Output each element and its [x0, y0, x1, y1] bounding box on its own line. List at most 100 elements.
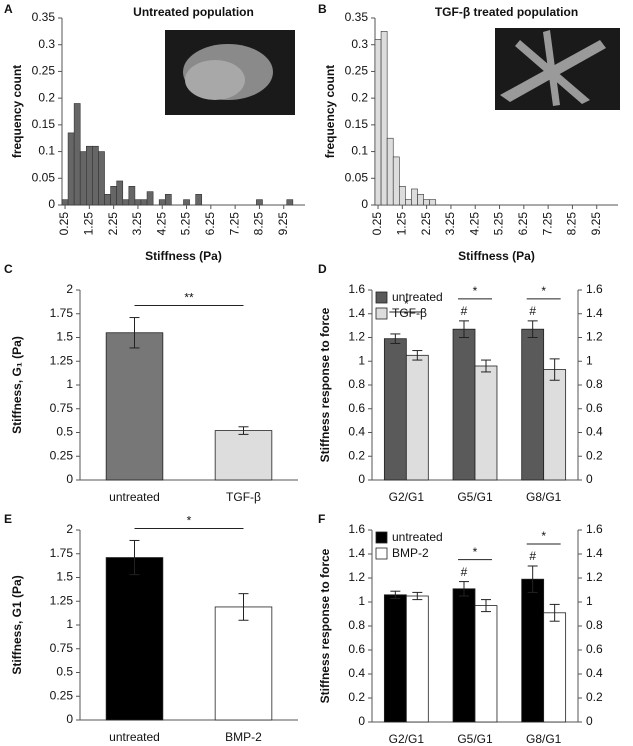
y2-tick-label: 0.4 [586, 666, 603, 680]
x-tick-label: 7.25 [227, 212, 241, 236]
bar [521, 328, 545, 481]
legend-label: untreated [392, 290, 443, 304]
panel-label: E [4, 512, 12, 526]
y-tick-label: 0.2 [351, 90, 368, 104]
y2-tick-label: 0.8 [586, 618, 603, 632]
y-tick-label: 0.5 [56, 425, 73, 439]
y2-tick-label: 0 [586, 714, 593, 728]
y-tick-label: 0.4 [348, 425, 365, 439]
y-tick-label: 2 [66, 282, 73, 296]
y2-tick-label: 1 [586, 594, 593, 608]
x-tick-label: untreated [109, 490, 160, 504]
y-axis-label: Stiffness, G₁ (Pa) [10, 336, 24, 434]
bar [214, 606, 273, 721]
legend-label: BMP-2 [392, 546, 429, 560]
y-tick-label: 0.2 [348, 448, 365, 462]
x-tick-label: 9.25 [589, 212, 603, 236]
x-tick-label: G8/G1 [526, 490, 562, 504]
bar [383, 594, 407, 723]
x-tick-label: 0.25 [370, 212, 384, 236]
bar [474, 365, 498, 481]
micrograph-inset [165, 28, 620, 115]
y-tick-label: 1 [66, 377, 73, 391]
y-tick-label: 0.15 [345, 117, 369, 131]
y-tick-label: 1.2 [348, 330, 365, 344]
y-tick-label: 1.75 [50, 546, 74, 560]
x-tick-label: 8.25 [252, 212, 266, 236]
y-tick-label: 0.25 [345, 64, 369, 78]
y-tick-label: 0.75 [50, 641, 74, 655]
x-tick-label: 6.25 [516, 212, 530, 236]
histogram-bar [92, 145, 99, 206]
y2-tick-label: 0.2 [586, 690, 603, 704]
y-tick-label: 0 [48, 197, 55, 211]
y-tick-label: 1.25 [50, 593, 74, 607]
y2-tick-label: 1.2 [586, 570, 603, 584]
marker-label: # [529, 549, 536, 563]
bar [543, 612, 567, 723]
y-tick-label: 0 [358, 472, 365, 486]
y-tick-label: 0 [66, 712, 73, 726]
histogram-bar [67, 132, 75, 206]
significance-label: * [473, 284, 478, 298]
y-tick-label: 0.8 [348, 377, 365, 391]
histogram-bar [86, 145, 93, 206]
y-tick-label: 0.1 [351, 144, 368, 158]
y2-tick-label: 1.6 [586, 282, 603, 296]
x-tick-label: 7.25 [540, 212, 554, 236]
legend-swatch [375, 547, 388, 560]
y-tick-label: 0.6 [348, 642, 365, 656]
bar [521, 578, 545, 723]
histogram-bar [405, 199, 412, 206]
y-tick-label: 0 [358, 714, 365, 728]
x-tick-label: 5.25 [179, 212, 193, 236]
y2-tick-label: 1.2 [586, 330, 603, 344]
x-tick-label: 4.25 [467, 212, 481, 236]
legend-label: untreated [392, 530, 443, 544]
histogram-bar [146, 191, 154, 206]
x-tick-label: 1.25 [82, 212, 96, 236]
histogram-bar [134, 199, 142, 206]
chart-title: TGF-β treated population [435, 5, 578, 19]
significance-label: * [473, 545, 478, 559]
bar [105, 332, 164, 481]
histogram-bar [256, 199, 263, 206]
x-tick-label: 6.25 [203, 212, 217, 236]
histogram-bar [158, 199, 166, 206]
x-tick-label: G5/G1 [457, 490, 493, 504]
x-tick-label: G8/G1 [526, 732, 562, 746]
y-tick-label: 1.6 [348, 522, 365, 536]
y-tick-label: 0.35 [32, 10, 56, 24]
histogram-bar [380, 31, 388, 206]
y-tick-label: 0.35 [345, 10, 369, 24]
y2-tick-label: 1 [586, 353, 593, 367]
y-tick-label: 0.8 [348, 618, 365, 632]
histogram-bar [374, 39, 382, 206]
y-tick-label: 0.75 [50, 401, 74, 415]
histogram-bar [61, 199, 69, 206]
x-tick-label: 4.25 [154, 212, 168, 236]
y2-tick-label: 0.8 [586, 377, 603, 391]
y-tick-label: 1.5 [56, 570, 73, 584]
bar [452, 588, 476, 723]
significance-label: ** [184, 291, 194, 305]
panel-label: A [4, 2, 13, 16]
x-tick-label: 8.25 [565, 212, 579, 236]
y-tick-label: 1.75 [50, 306, 74, 320]
y-tick-label: 0.05 [32, 170, 56, 184]
bar [452, 328, 476, 481]
y-tick-label: 0.25 [32, 64, 56, 78]
y-tick-label: 0 [66, 472, 73, 486]
y-axis-label: Stiffness response to force [318, 548, 332, 703]
bar [474, 605, 498, 723]
marker-label: # [461, 304, 468, 318]
x-tick-label: 3.25 [443, 212, 457, 236]
histogram-bar [79, 151, 87, 206]
panel-label: F [318, 512, 325, 526]
y2-tick-label: 1.4 [586, 546, 603, 560]
panel-label: B [318, 2, 327, 16]
x-tick-label: 5.25 [492, 212, 506, 236]
histogram-bar [429, 199, 437, 206]
x-tick-label: G2/G1 [389, 732, 425, 746]
